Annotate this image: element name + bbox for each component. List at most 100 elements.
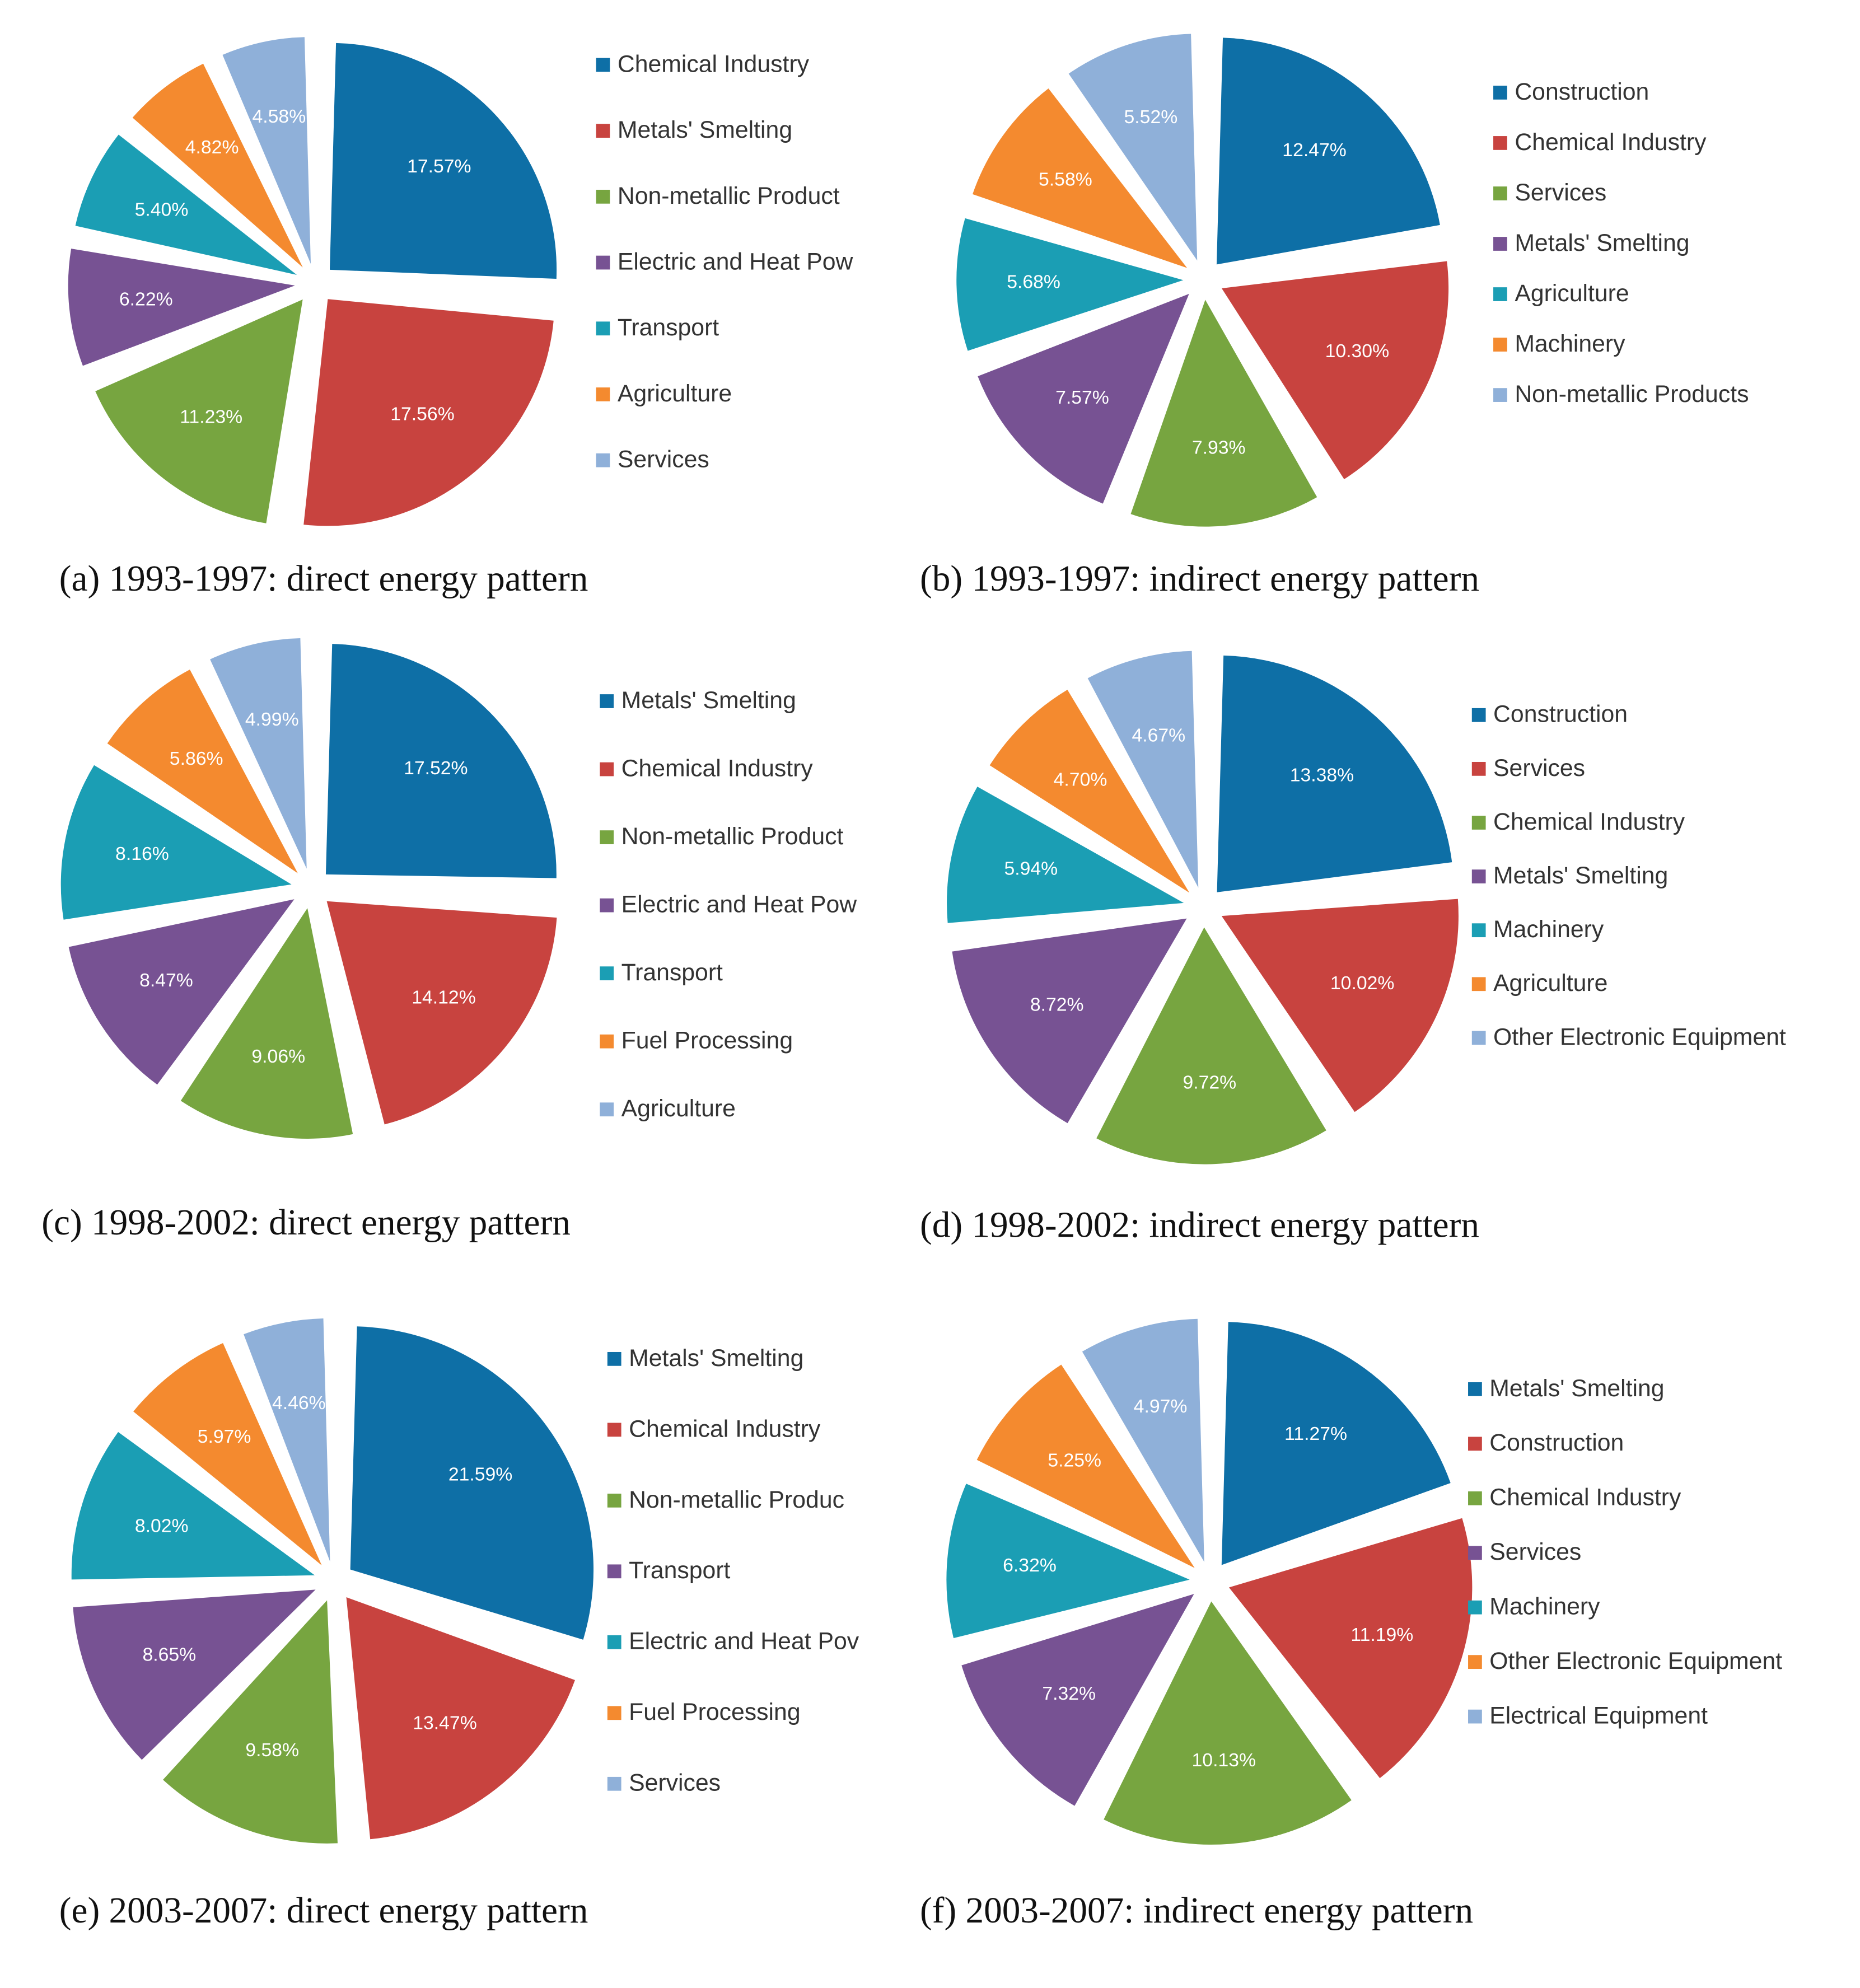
legend-swatch-construction xyxy=(1493,86,1507,100)
legend-swatch-electric-and-heat-pow xyxy=(600,898,614,913)
slice-value-label: 13.47% xyxy=(413,1712,476,1733)
legend-label: Chemical Industry xyxy=(1493,808,1685,835)
legend-label: Metals' Smelting xyxy=(618,116,792,143)
legend: Metals' Smelting Construction Chemical Ind… xyxy=(1468,1375,1782,1729)
legend-label: Fuel Processing xyxy=(629,1699,801,1725)
legend-label: Chemical Industry xyxy=(618,50,810,77)
legend-label: Non-metallic Product xyxy=(618,183,840,209)
legend-swatch-machinery xyxy=(1468,1600,1482,1615)
pie-slice-other-electronic-equipment xyxy=(976,1364,1195,1568)
legend-label: Electric and Heat Pow xyxy=(618,248,853,275)
legend-swatch-electric-and-heat-pow xyxy=(596,255,610,270)
pie-slice-services xyxy=(222,37,311,264)
legend-swatch-chemical-industry xyxy=(596,58,610,72)
slice-value-label: 11.23% xyxy=(180,406,242,427)
slice-value-label: 7.57% xyxy=(1055,387,1109,408)
legend-label: Transport xyxy=(618,314,719,341)
legend-swatch-chemical-industry xyxy=(607,1423,621,1437)
legend-swatch-metals-smelting xyxy=(1493,237,1507,251)
legend-label: Transport xyxy=(621,959,723,986)
slice-value-label: 6.22% xyxy=(119,288,173,310)
pie-slice-electrical-equipment xyxy=(1082,1318,1204,1562)
slice-value-label: 10.02% xyxy=(1330,972,1394,994)
legend-label: Agriculture xyxy=(618,380,732,407)
pie-chart-e: 21.59% 13.47% 9.58% 8.65% 8.02% 5.97% 4.46% Met… xyxy=(59,1318,859,1931)
slice-value-label: 21.59% xyxy=(448,1464,512,1485)
pie-slice-construction xyxy=(1216,38,1440,265)
legend-swatch-services xyxy=(1471,761,1486,776)
pie-slice-non-metallic-produc xyxy=(163,1600,338,1844)
pie-slice-agriculture xyxy=(132,63,303,268)
pie-slice-non-metallic-product xyxy=(180,908,353,1139)
slice-value-label: 5.97% xyxy=(198,1426,251,1447)
panel-caption: (f) 2003-2007: indirect energy pattern xyxy=(920,1891,1473,1931)
legend-label: Construction xyxy=(1493,701,1628,728)
legend-label: Metals' Smelting xyxy=(1489,1375,1664,1402)
legend-swatch-chemical-industry xyxy=(1471,816,1486,830)
legend-swatch-metals-smelting xyxy=(600,694,614,708)
legend-swatch-machinery xyxy=(1493,338,1507,352)
legend-swatch-metals-smelting xyxy=(596,124,610,138)
pie-slice-construction xyxy=(1228,1518,1473,1779)
pie-slice-transport xyxy=(60,765,292,920)
pie-slice-construction xyxy=(1217,655,1452,892)
legend-label: Metals' Smelting xyxy=(1493,862,1668,889)
pie-slice-electric-and-heat-pov xyxy=(71,1432,315,1580)
legend-swatch-fuel-processing xyxy=(607,1706,621,1720)
legend-label: Agriculture xyxy=(621,1095,736,1122)
legend-label: Services xyxy=(618,446,709,473)
pie-slice-metals-smelting xyxy=(303,299,554,526)
pie-slice-machinery xyxy=(973,88,1188,268)
legend-label: Machinery xyxy=(1515,330,1625,357)
legend-swatch-metals-smelting xyxy=(1471,869,1486,883)
legend-label: Electric and Heat Pov xyxy=(629,1628,859,1655)
legend-swatch-non-metallic-product xyxy=(600,830,614,844)
legend-label: Services xyxy=(1489,1538,1581,1565)
slice-value-label: 5.94% xyxy=(1004,858,1058,879)
pie-slice-fuel-processing xyxy=(133,1343,322,1565)
slice-value-label: 10.30% xyxy=(1325,340,1389,362)
pie-slice-metals-smelting xyxy=(325,644,557,878)
legend-swatch-chemical-industry xyxy=(600,762,614,777)
slice-value-label: 5.52% xyxy=(1124,106,1178,128)
legend-swatch-other-electronic-equipment xyxy=(1468,1655,1482,1669)
legend-swatch-chemical-industry xyxy=(1468,1491,1482,1505)
panel-caption: (c) 1998-2002: direct energy pattern xyxy=(41,1203,571,1243)
pie-slice-metals-smelting xyxy=(952,918,1187,1124)
pie-slice-chemical-industry xyxy=(1096,927,1326,1164)
pie-slice-chemical-industry xyxy=(1221,261,1449,480)
pie-chart-f: 11.27% 11.19% 10.13% 7.32% 6.32% 5.25% 4.97% Me… xyxy=(920,1318,1782,1931)
legend-label: Non-metallic Produc xyxy=(629,1486,844,1513)
pie-slice-electric-and-heat-pow xyxy=(68,899,295,1085)
slice-value-label: 17.52% xyxy=(404,757,468,779)
legend-label: Metals' Smelting xyxy=(629,1345,803,1372)
legend-swatch-agriculture xyxy=(596,387,610,401)
pie-slice-electric-and-heat-pow xyxy=(68,249,295,366)
slice-value-label: 17.57% xyxy=(407,156,471,177)
pie-slice-transport xyxy=(75,134,297,275)
legend-label: Transport xyxy=(629,1557,730,1584)
legend-label: Agriculture xyxy=(1493,970,1607,997)
slice-value-label: 8.65% xyxy=(142,1644,196,1665)
legend-swatch-machinery xyxy=(1471,923,1486,938)
legend-swatch-agriculture xyxy=(1493,287,1507,301)
legend-swatch-electrical-equipment xyxy=(1468,1709,1482,1724)
legend: Metals' Smelting Chemical Industry Non-met… xyxy=(600,687,857,1122)
slice-value-label: 4.97% xyxy=(1134,1396,1188,1417)
legend-swatch-construction xyxy=(1468,1437,1482,1451)
slice-value-label: 9.58% xyxy=(245,1739,299,1761)
legend-label: Non-metallic Product xyxy=(621,823,844,850)
slice-value-label: 4.67% xyxy=(1132,724,1185,746)
legend-label: Chemical Industry xyxy=(1489,1484,1681,1511)
slice-value-label: 7.93% xyxy=(1192,437,1246,459)
pie-slice-services xyxy=(1130,300,1317,527)
legend-swatch-fuel-processing xyxy=(600,1034,614,1049)
legend-label: Other Electronic Equipment xyxy=(1489,1648,1782,1674)
pie-chart-b: 12.47% 10.30% 7.93% 7.57% 5.68% 5.58% 5.52% Con… xyxy=(920,34,1749,599)
panel-caption: (b) 1993-1997: indirect energy pattern xyxy=(920,559,1479,599)
pie-slice-services xyxy=(961,1594,1194,1806)
slice-value-label: 5.40% xyxy=(135,199,189,220)
legend-swatch-non-metallic-produc xyxy=(607,1493,621,1508)
legend-swatch-agriculture xyxy=(600,1102,614,1117)
